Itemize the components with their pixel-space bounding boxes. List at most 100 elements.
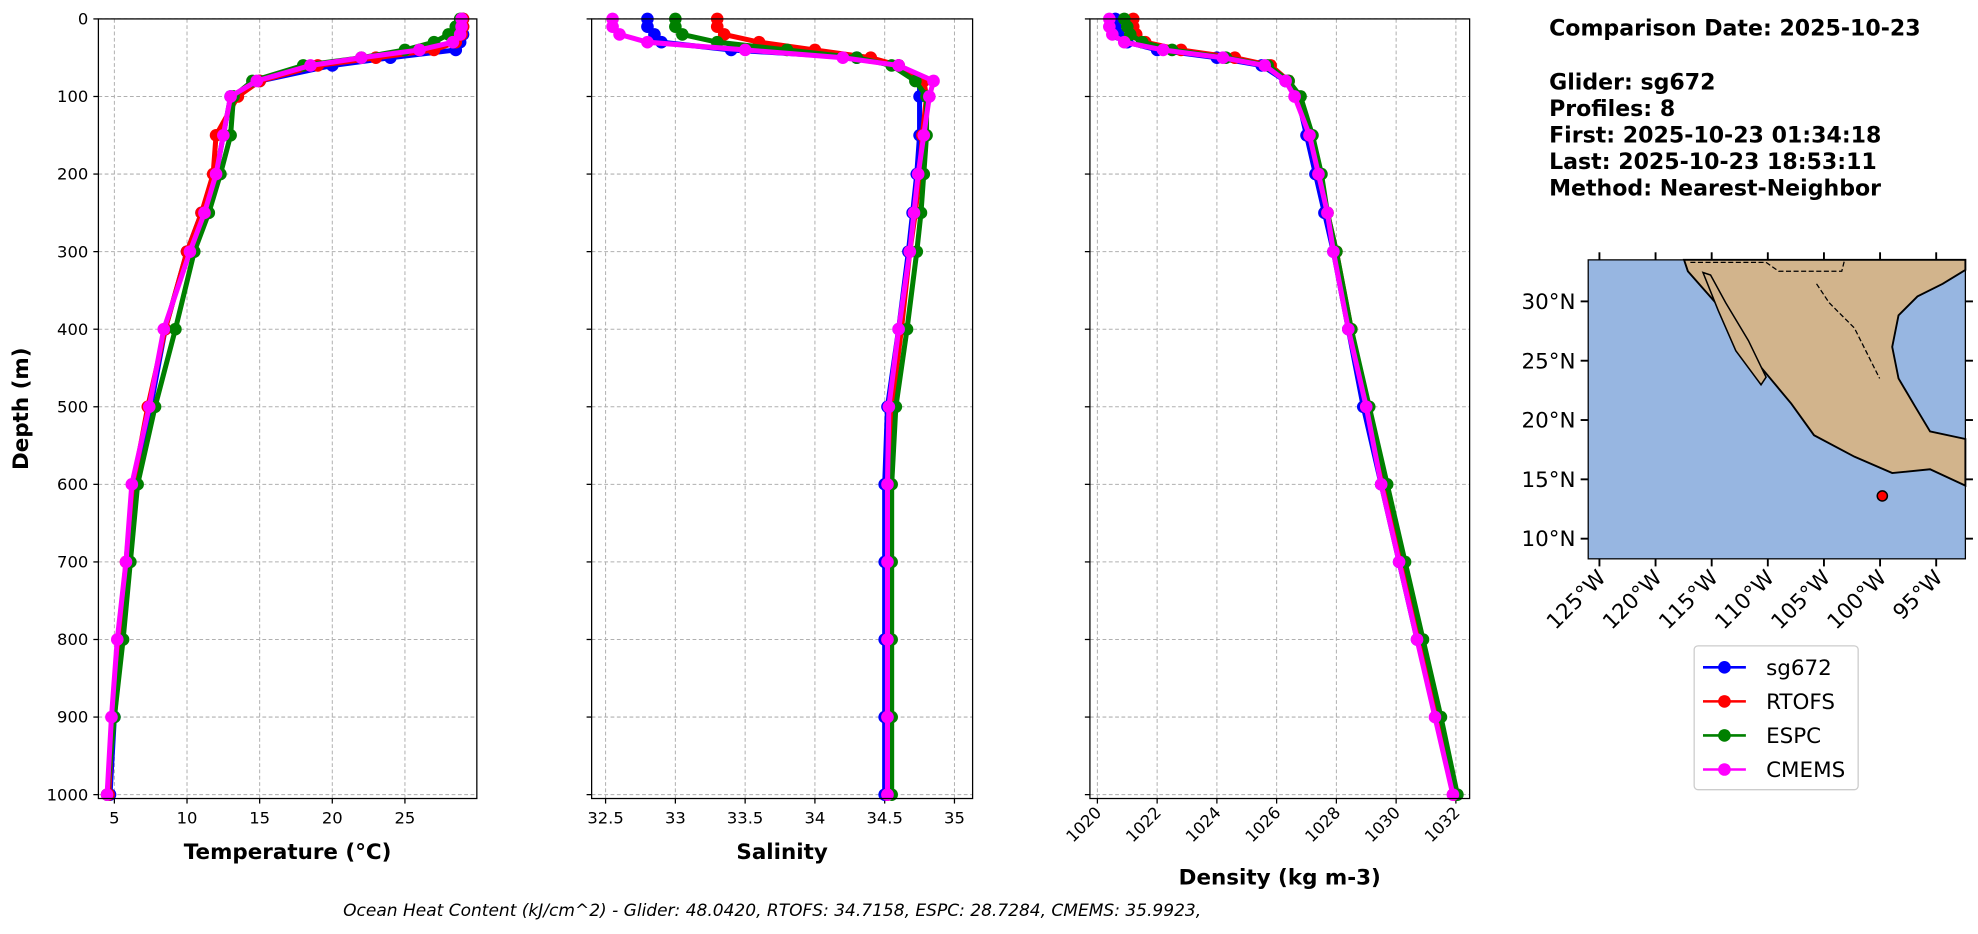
- x-tick-label: 1032: [1421, 803, 1464, 846]
- profile-marker: [224, 90, 237, 103]
- axes-frame: [97, 18, 478, 800]
- info-line: Profiles: 8: [1549, 97, 1675, 122]
- profile-line: [610, 18, 937, 795]
- legend-label: ESPC: [1766, 724, 1821, 749]
- profile-marker: [1446, 788, 1460, 801]
- x-tick-label: 1026: [1242, 803, 1285, 846]
- map-x-tick-label: 125°W: [1542, 566, 1611, 635]
- axes-frame: [591, 18, 974, 800]
- profile-marker: [892, 59, 905, 72]
- profile-marker: [1359, 400, 1373, 414]
- profile-marker: [1117, 35, 1131, 49]
- info-line: Last: 2025-10-23 18:53:11: [1549, 150, 1877, 175]
- map-y-tick-label: 20°N: [1522, 409, 1576, 434]
- profile-marker: [157, 322, 171, 336]
- info-line: Comparison Date: 2025-10-23: [1549, 16, 1920, 41]
- x-tick-label: 35: [944, 809, 965, 828]
- legend-marker: [1718, 763, 1731, 776]
- profile-marker: [250, 74, 264, 88]
- x-tick-label: 1024: [1182, 803, 1225, 846]
- x-axis-label: Salinity: [736, 840, 827, 865]
- profile-line: [672, 18, 930, 795]
- map-y-tick-label: 30°N: [1522, 290, 1576, 315]
- profile-marker: [1392, 555, 1406, 569]
- y-axis-label: Depth (m): [9, 347, 34, 470]
- x-tick-label: 32.5: [587, 809, 623, 828]
- x-tick-label: 5: [109, 809, 119, 828]
- profile-marker: [881, 788, 894, 801]
- profile-marker: [142, 400, 156, 414]
- profile-marker: [907, 206, 921, 220]
- x-tick-label: 1020: [1062, 803, 1105, 846]
- info-line: Glider: sg672: [1549, 71, 1715, 96]
- profile-marker: [892, 322, 905, 336]
- x-tick-label: 20: [322, 809, 343, 828]
- y-tick-label: 200: [57, 165, 88, 184]
- profile-line: [1106, 18, 1456, 796]
- y-tick-label: 100: [57, 87, 88, 106]
- profile-marker: [917, 128, 931, 142]
- profile-marker: [1258, 59, 1271, 72]
- legend-marker: [1718, 661, 1731, 674]
- profile-marker: [105, 710, 118, 724]
- legend-marker: [1718, 729, 1731, 742]
- y-tick-label: 0: [78, 10, 88, 29]
- profile-marker: [100, 788, 114, 801]
- profile-marker: [198, 206, 211, 220]
- profile-marker: [1374, 478, 1388, 491]
- profile-marker: [909, 74, 922, 88]
- profile-marker: [1410, 633, 1424, 646]
- map-borders: [1690, 260, 1881, 379]
- y-tick-label: 300: [57, 242, 88, 261]
- x-tick-label: 15: [249, 809, 270, 828]
- y-tick-label: 1000: [47, 785, 89, 804]
- profile-marker: [119, 555, 133, 569]
- profile-marker: [304, 59, 317, 72]
- profile-marker: [881, 633, 894, 646]
- profile-marker: [209, 167, 223, 181]
- map-y-tick-label: 10°N: [1522, 527, 1576, 552]
- x-tick-label: 1028: [1301, 803, 1344, 846]
- map-background: [1587, 258, 1967, 560]
- x-tick-label: 33.5: [727, 809, 763, 828]
- legend: sg672 RTOFS ESPC CMEMS: [1693, 645, 1859, 791]
- profile-marker: [903, 245, 917, 258]
- axes-frame: [1089, 18, 1471, 800]
- profile-marker: [881, 555, 894, 569]
- profile-marker: [1312, 167, 1325, 181]
- legend-label: RTOFS: [1766, 690, 1835, 715]
- profile-marker: [169, 322, 182, 336]
- profile-marker: [125, 478, 139, 491]
- map-frame: [1587, 259, 1967, 560]
- profile-marker: [1342, 322, 1355, 336]
- glider-location: [1876, 490, 1889, 502]
- map-x-tick-label: 115°W: [1654, 566, 1723, 635]
- legend-label: sg672: [1766, 656, 1832, 681]
- y-tick-label: 900: [57, 708, 88, 727]
- x-tick-label: 34: [804, 809, 825, 828]
- info-line: First: 2025-10-23 01:34:18: [1549, 124, 1881, 149]
- map-y-tick-label: 15°N: [1522, 468, 1576, 493]
- info-line: Method: Nearest-Neighbor: [1549, 177, 1881, 202]
- profile-marker: [1216, 51, 1230, 65]
- profile-marker: [927, 74, 940, 88]
- profile-marker: [1156, 43, 1170, 57]
- profile-marker: [1327, 245, 1340, 258]
- legend-marker: [1718, 695, 1731, 708]
- y-tick-label: 500: [57, 397, 88, 416]
- map-y-tick-label: 25°N: [1522, 349, 1576, 374]
- x-axis-label: Density (kg m-3): [1179, 865, 1381, 890]
- profile-marker: [110, 633, 124, 646]
- profile-marker: [641, 35, 654, 49]
- profile-marker: [413, 43, 426, 57]
- profile-marker: [882, 400, 896, 414]
- map-x-tick-label: 110°W: [1710, 566, 1779, 635]
- profile-marker: [355, 51, 368, 65]
- profile-marker: [836, 51, 850, 65]
- profile-marker: [881, 710, 894, 724]
- caption: Ocean Heat Content (kJ/cm^2) - Glider: 4…: [343, 901, 1201, 921]
- y-tick-label: 700: [57, 553, 88, 572]
- y-tick-label: 800: [57, 630, 88, 649]
- profile-marker: [1428, 710, 1442, 724]
